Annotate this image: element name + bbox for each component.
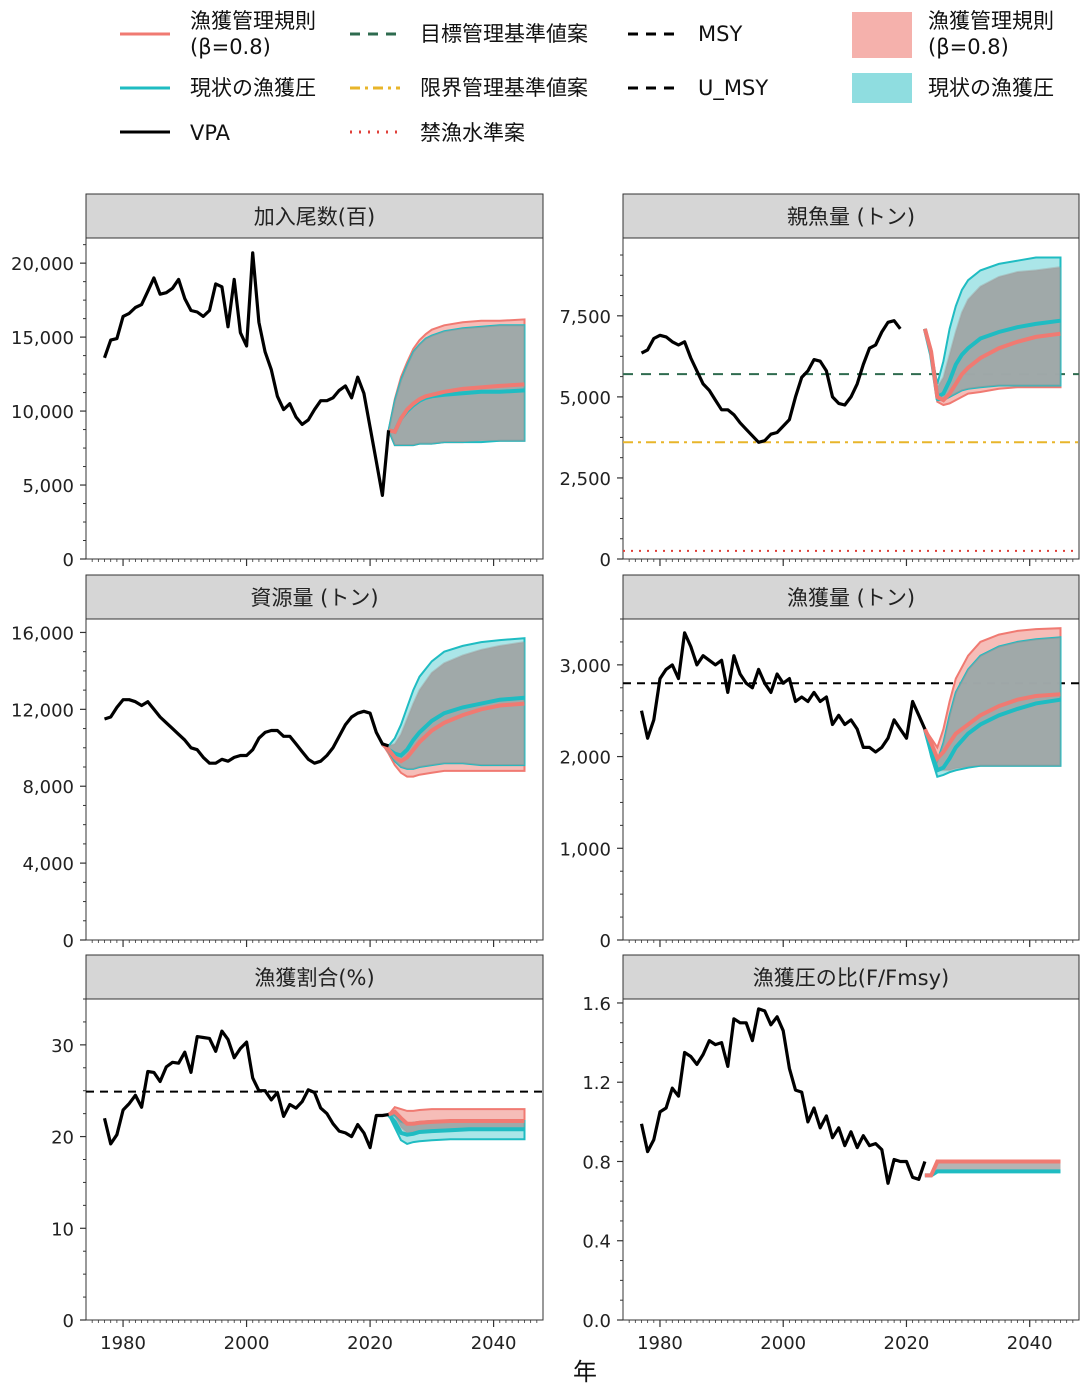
panel-2: 親魚量 (トン) 0 2,500 5,000 7,500 — [559, 193, 1080, 571]
y-tick-label: 20,000 — [11, 254, 74, 275]
overlap-band — [924, 1161, 1061, 1176]
y-tick-label: 5,000 — [559, 388, 611, 409]
legend-target-label: 目標管理基準値案 — [420, 22, 588, 46]
plot-area — [85, 998, 544, 1321]
x-tick-label: 2000 — [224, 1333, 270, 1354]
x-tick-label: 2020 — [347, 1333, 393, 1354]
hcr-median-line — [381, 701, 525, 764]
legend-ban-label: 禁漁水準案 — [420, 121, 525, 145]
y-tick-label: 1.6 — [582, 994, 611, 1015]
panel-1: 加入尾数(百) 0 5,000 10,000 15,000 20,000 — [11, 193, 544, 571]
plot-content — [86, 1029, 543, 1150]
y-tick-label: 0 — [63, 550, 74, 571]
plot-content — [102, 251, 526, 497]
overlap-band — [924, 637, 1061, 771]
y-tick-label: 0.4 — [582, 1232, 611, 1253]
y-tick-label: 3,000 — [559, 656, 611, 677]
vpa-line — [102, 1029, 389, 1150]
current-median-line — [387, 1113, 525, 1137]
hcr-median-line — [922, 328, 1061, 403]
x-tick-label: 2040 — [1007, 1333, 1053, 1354]
vpa-line — [640, 319, 902, 444]
hcr-median-line — [388, 382, 525, 435]
hcr-median-line — [387, 1109, 525, 1126]
panel-3: 資源量 (トン) 0 4,000 8,000 12,000 16,000 — [11, 574, 544, 952]
hcr-median-line — [924, 1159, 1061, 1178]
hcr-median-line — [923, 692, 1061, 763]
panel-strip — [85, 954, 544, 1000]
panel-5: 漁獲割合(%) 0 10 20 30 1980 2000 2020 2040 — [51, 954, 544, 1354]
legend-msy-label: MSY — [698, 22, 742, 46]
legend-umsy-label: U_MSY — [698, 76, 768, 101]
x-tick-label: 2000 — [760, 1333, 806, 1354]
y-tick-label: 7,500 — [559, 307, 611, 328]
y-tick-label: 8,000 — [22, 777, 74, 798]
y-tick-label: 0 — [600, 550, 611, 571]
panel-title: 漁獲割合(%) — [254, 966, 374, 990]
panel-title: 漁獲量 (トン) — [787, 586, 915, 610]
legend-hcr-line-label: 漁獲管理規則 — [190, 9, 316, 33]
y-tick-label: 1.2 — [582, 1073, 611, 1094]
current-median-line — [381, 695, 525, 758]
panel-title: 資源量 (トン) — [250, 586, 378, 610]
panel-strip — [622, 954, 1080, 1000]
x-tick-label: 1980 — [637, 1333, 683, 1354]
legend-hcr-band-sublabel: (β=0.8) — [928, 35, 1009, 59]
panel-strip — [622, 193, 1080, 239]
y-tick-label: 15,000 — [11, 328, 74, 349]
legend-hcr-band-key — [852, 12, 912, 58]
y-tick-label: 10,000 — [11, 402, 74, 423]
panel-title: 親魚量 (トン) — [787, 205, 915, 229]
current-median-line — [922, 697, 1061, 774]
y-tick-label: 0 — [600, 931, 611, 952]
y-tick-label: 0 — [63, 931, 74, 952]
y-tick-label: 0 — [63, 1311, 74, 1332]
vpa-line — [639, 1007, 927, 1185]
panel-title: 漁獲圧の比(F/Fmsy) — [753, 966, 949, 990]
legend-current-band-label: 現状の漁獲圧 — [928, 76, 1054, 100]
legend: 漁獲管理規則(β=0.8)現状の漁獲圧VPA目標管理基準値案限界管理基準値案禁漁… — [120, 9, 1054, 145]
y-tick-label: 1,000 — [559, 839, 611, 860]
plot-content — [104, 637, 526, 778]
y-tick-label: 12,000 — [11, 700, 74, 721]
y-tick-label: 0.8 — [582, 1152, 611, 1173]
panel-strip — [85, 193, 544, 239]
vpa-line — [102, 251, 391, 497]
panel-title: 加入尾数(百) — [254, 205, 375, 229]
legend-current-line-label: 現状の漁獲圧 — [190, 76, 316, 100]
y-tick-label: 0.0 — [582, 1311, 611, 1332]
x-tick-label: 1980 — [100, 1333, 146, 1354]
panel-strip — [85, 574, 544, 620]
vpa-line — [639, 631, 927, 754]
panel-strip — [622, 574, 1080, 620]
y-tick-label: 20 — [51, 1128, 74, 1149]
plot-content — [623, 256, 1079, 552]
plot-content — [623, 627, 1079, 778]
y-tick-label: 4,000 — [22, 854, 74, 875]
y-tick-label: 30 — [51, 1036, 74, 1057]
panel-6: 漁獲圧の比(F/Fmsy) 0.0 0.4 0.8 1.2 1.6 1980 2000 2020… — [582, 954, 1080, 1354]
legend-hcr-band-label: 漁獲管理規則 — [928, 9, 1054, 33]
x-tick-label: 2040 — [471, 1333, 517, 1354]
y-tick-label: 2,000 — [559, 748, 611, 769]
x-tick-label: 2020 — [884, 1333, 930, 1354]
legend-hcr-line-sublabel: (β=0.8) — [190, 35, 271, 59]
legend-vpa-label: VPA — [190, 121, 231, 145]
legend-current-band-key — [852, 73, 912, 103]
overlap-band — [388, 325, 525, 446]
y-tick-label: 16,000 — [11, 623, 74, 644]
legend-limit-label: 限界管理基準値案 — [420, 76, 588, 100]
y-tick-label: 5,000 — [22, 476, 74, 497]
panel-4: 漁獲量 (トン) 0 1,000 2,000 3,000 — [559, 574, 1080, 952]
vpa-line — [104, 698, 390, 765]
x-axis-title: 年 — [573, 1358, 597, 1386]
y-tick-label: 10 — [51, 1219, 74, 1240]
plot-content — [639, 1007, 1061, 1185]
y-tick-label: 2,500 — [559, 469, 611, 490]
